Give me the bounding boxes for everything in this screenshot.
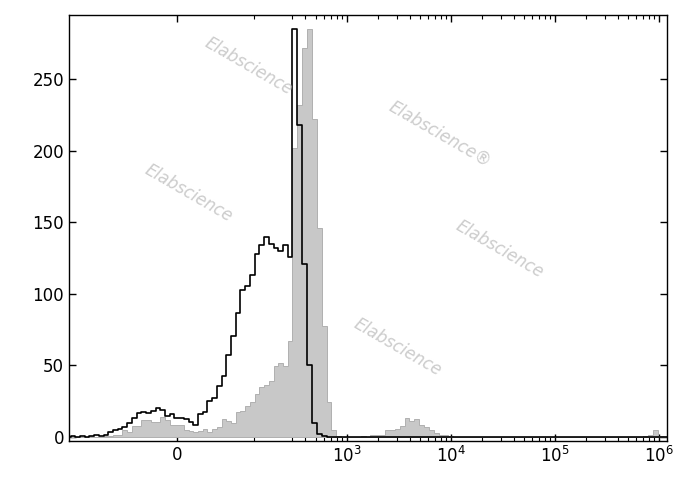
Text: Elabscience: Elabscience — [142, 161, 235, 226]
Text: Elabscience: Elabscience — [202, 33, 295, 98]
Text: Elabscience: Elabscience — [351, 315, 445, 380]
Text: Elabscience: Elabscience — [453, 217, 547, 282]
Polygon shape — [61, 29, 678, 437]
Text: Elabscience®: Elabscience® — [385, 98, 494, 171]
